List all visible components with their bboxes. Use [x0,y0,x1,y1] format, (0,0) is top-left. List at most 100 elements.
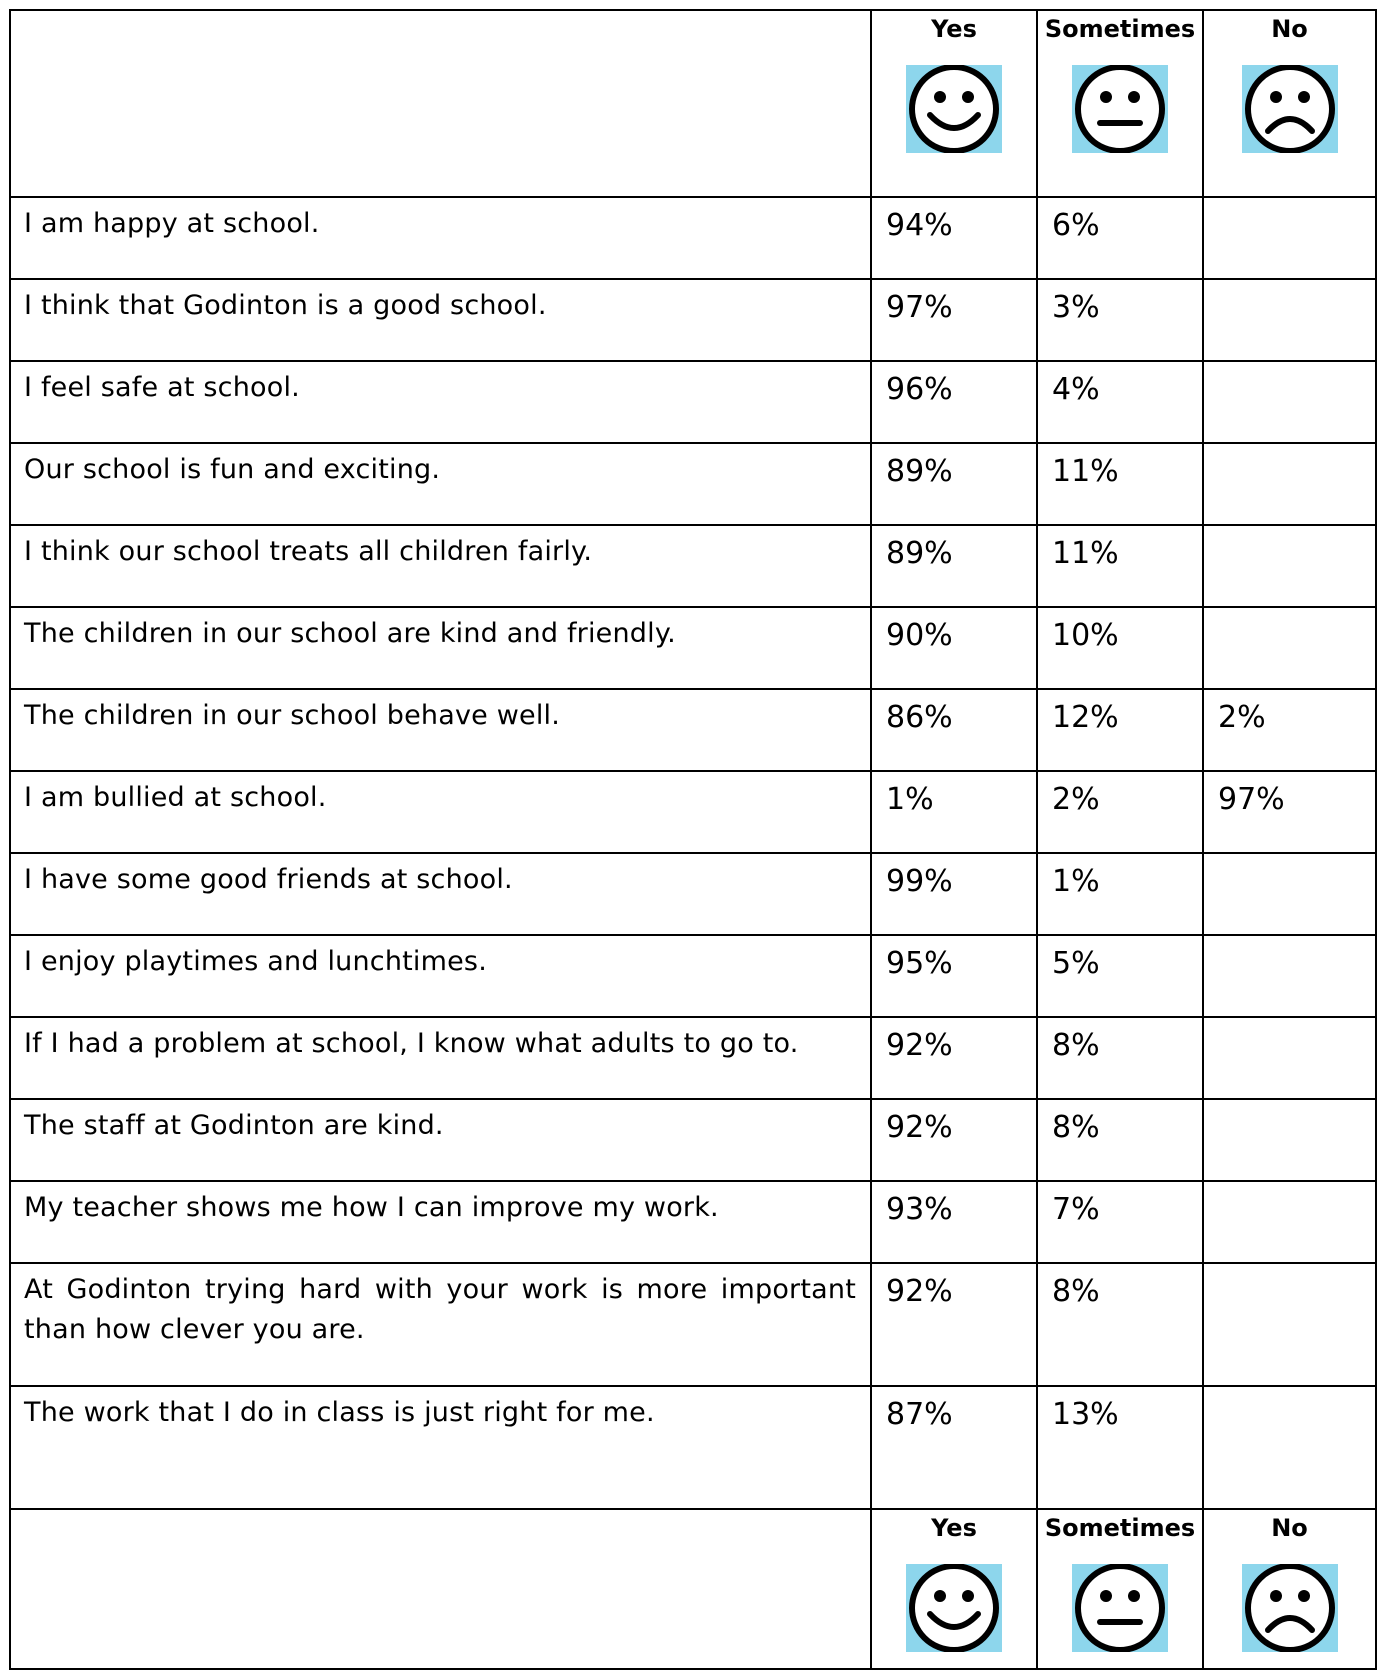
statement-cell: The children in our school are kind and … [9,606,872,690]
header-sometimes-cell: Sometimes [1036,9,1204,198]
smiley-face-icon [906,1564,1002,1652]
footer-blank-cell [9,1508,872,1670]
no-percent-cell [1202,1016,1377,1100]
no-percent-cell [1202,1385,1377,1510]
yes-percent-text: 86% [886,700,953,735]
footer-yes-cell: Yes [870,1508,1038,1670]
sometimes-percent-text: 8% [1052,1028,1100,1063]
yes-percent-text: 1% [886,782,934,817]
yes-percent-cell: 89% [870,524,1038,608]
no-percent-text: 2% [1218,700,1266,735]
statement-cell: The staff at Godinton are kind. [9,1098,872,1182]
statement-cell: I think our school treats all children f… [9,524,872,608]
table-row: The children in our school behave well. 8… [9,688,1377,772]
yes-percent-text: 97% [886,290,953,325]
sometimes-percent-cell: 11% [1036,442,1204,526]
yes-percent-text: 93% [886,1192,953,1227]
yes-percent-text: 92% [886,1274,953,1309]
no-percent-text [1204,1182,1375,1190]
table-row: I am happy at school. 94% 6% [9,196,1377,280]
no-percent-text [1204,362,1375,370]
statement-cell: Our school is fun and exciting. [9,442,872,526]
statement-text: The staff at Godinton are kind. [24,1110,444,1141]
statement-text: Our school is fun and exciting. [24,454,441,485]
table-row: I feel safe at school. 96% 4% [9,360,1377,444]
sometimes-percent-cell: 11% [1036,524,1204,608]
statement-cell: I am bullied at school. [9,770,872,854]
no-percent-text [1204,936,1375,944]
sometimes-percent-text: 8% [1052,1274,1100,1309]
sometimes-percent-text: 1% [1052,864,1100,899]
no-percent-text [1204,608,1375,616]
statement-text: My teacher shows me how I can improve my… [24,1192,719,1223]
sometimes-percent-cell: 1% [1036,852,1204,936]
sometimes-percent-cell: 8% [1036,1262,1204,1387]
statement-text: The work that I do in class is just righ… [24,1397,655,1428]
no-percent-cell [1202,360,1377,444]
survey-results-table: Yes Sometimes [9,9,1377,1670]
yes-label: Yes [931,15,977,43]
no-percent-cell: 2% [1202,688,1377,772]
yes-percent-cell: 95% [870,934,1038,1018]
statement-text: I am happy at school. [24,208,320,239]
statement-cell: My teacher shows me how I can improve my… [9,1180,872,1264]
sometimes-percent-text: 7% [1052,1192,1100,1227]
table-row: I am bullied at school. 1% 2% 97% [9,770,1377,854]
yes-percent-cell: 92% [870,1016,1038,1100]
footer-header-row: Yes Sometimes [9,1508,1377,1670]
statement-text: I enjoy playtimes and lunchtimes. [24,946,487,977]
statement-text: I think our school treats all children f… [24,536,593,567]
statement-text: The children in our school behave well. [24,700,561,731]
yes-percent-text: 96% [886,372,953,407]
statement-cell: I enjoy playtimes and lunchtimes. [9,934,872,1018]
no-percent-cell: 97% [1202,770,1377,854]
statement-cell: If I had a problem at school, I know wha… [9,1016,872,1100]
table-row: At Godinton trying hard with your work i… [9,1262,1377,1387]
no-percent-cell [1202,278,1377,362]
table-row: I enjoy playtimes and lunchtimes. 95% 5% [9,934,1377,1018]
sometimes-percent-text: 12% [1052,700,1119,735]
smiley-face-icon [906,65,1002,153]
no-percent-text [1204,854,1375,862]
yes-percent-cell: 1% [870,770,1038,854]
no-percent-cell [1202,934,1377,1018]
yes-percent-cell: 92% [870,1262,1038,1387]
table-row: Our school is fun and exciting. 89% 11% [9,442,1377,526]
yes-percent-text: 92% [886,1028,953,1063]
no-percent-text [1204,1264,1375,1272]
statement-text: I think that Godinton is a good school. [24,290,547,321]
yes-percent-text: 95% [886,946,953,981]
yes-percent-cell: 94% [870,196,1038,280]
yes-percent-text: 94% [886,208,953,243]
no-percent-cell [1202,442,1377,526]
no-percent-text [1204,1100,1375,1108]
neutral-face-icon [1072,1564,1168,1652]
sometimes-percent-text: 6% [1052,208,1100,243]
yes-percent-text: 89% [886,536,953,571]
no-label: No [1271,1514,1308,1542]
table-row: The work that I do in class is just righ… [9,1385,1377,1510]
statement-text: The children in our school are kind and … [24,618,676,649]
sometimes-percent-cell: 12% [1036,688,1204,772]
yes-percent-cell: 86% [870,688,1038,772]
no-percent-text [1204,198,1375,206]
no-percent-cell [1202,852,1377,936]
no-percent-text [1204,1018,1375,1026]
sometimes-percent-text: 10% [1052,618,1119,653]
footer-sometimes-cell: Sometimes [1036,1508,1204,1670]
statement-cell: At Godinton trying hard with your work i… [9,1262,872,1387]
yes-percent-cell: 99% [870,852,1038,936]
sad-face-icon [1241,1564,1338,1652]
no-label: No [1271,15,1308,43]
table-row: I think that Godinton is a good school. 9… [9,278,1377,362]
sometimes-percent-text: 4% [1052,372,1100,407]
statement-text: At Godinton trying hard with your work i… [24,1274,856,1345]
statement-cell: I think that Godinton is a good school. [9,278,872,362]
yes-percent-text: 87% [886,1397,953,1432]
sometimes-percent-text: 11% [1052,536,1119,571]
yes-percent-cell: 97% [870,278,1038,362]
sometimes-percent-cell: 5% [1036,934,1204,1018]
sometimes-percent-text: 8% [1052,1110,1100,1145]
no-percent-cell [1202,1180,1377,1264]
no-percent-text [1204,280,1375,288]
